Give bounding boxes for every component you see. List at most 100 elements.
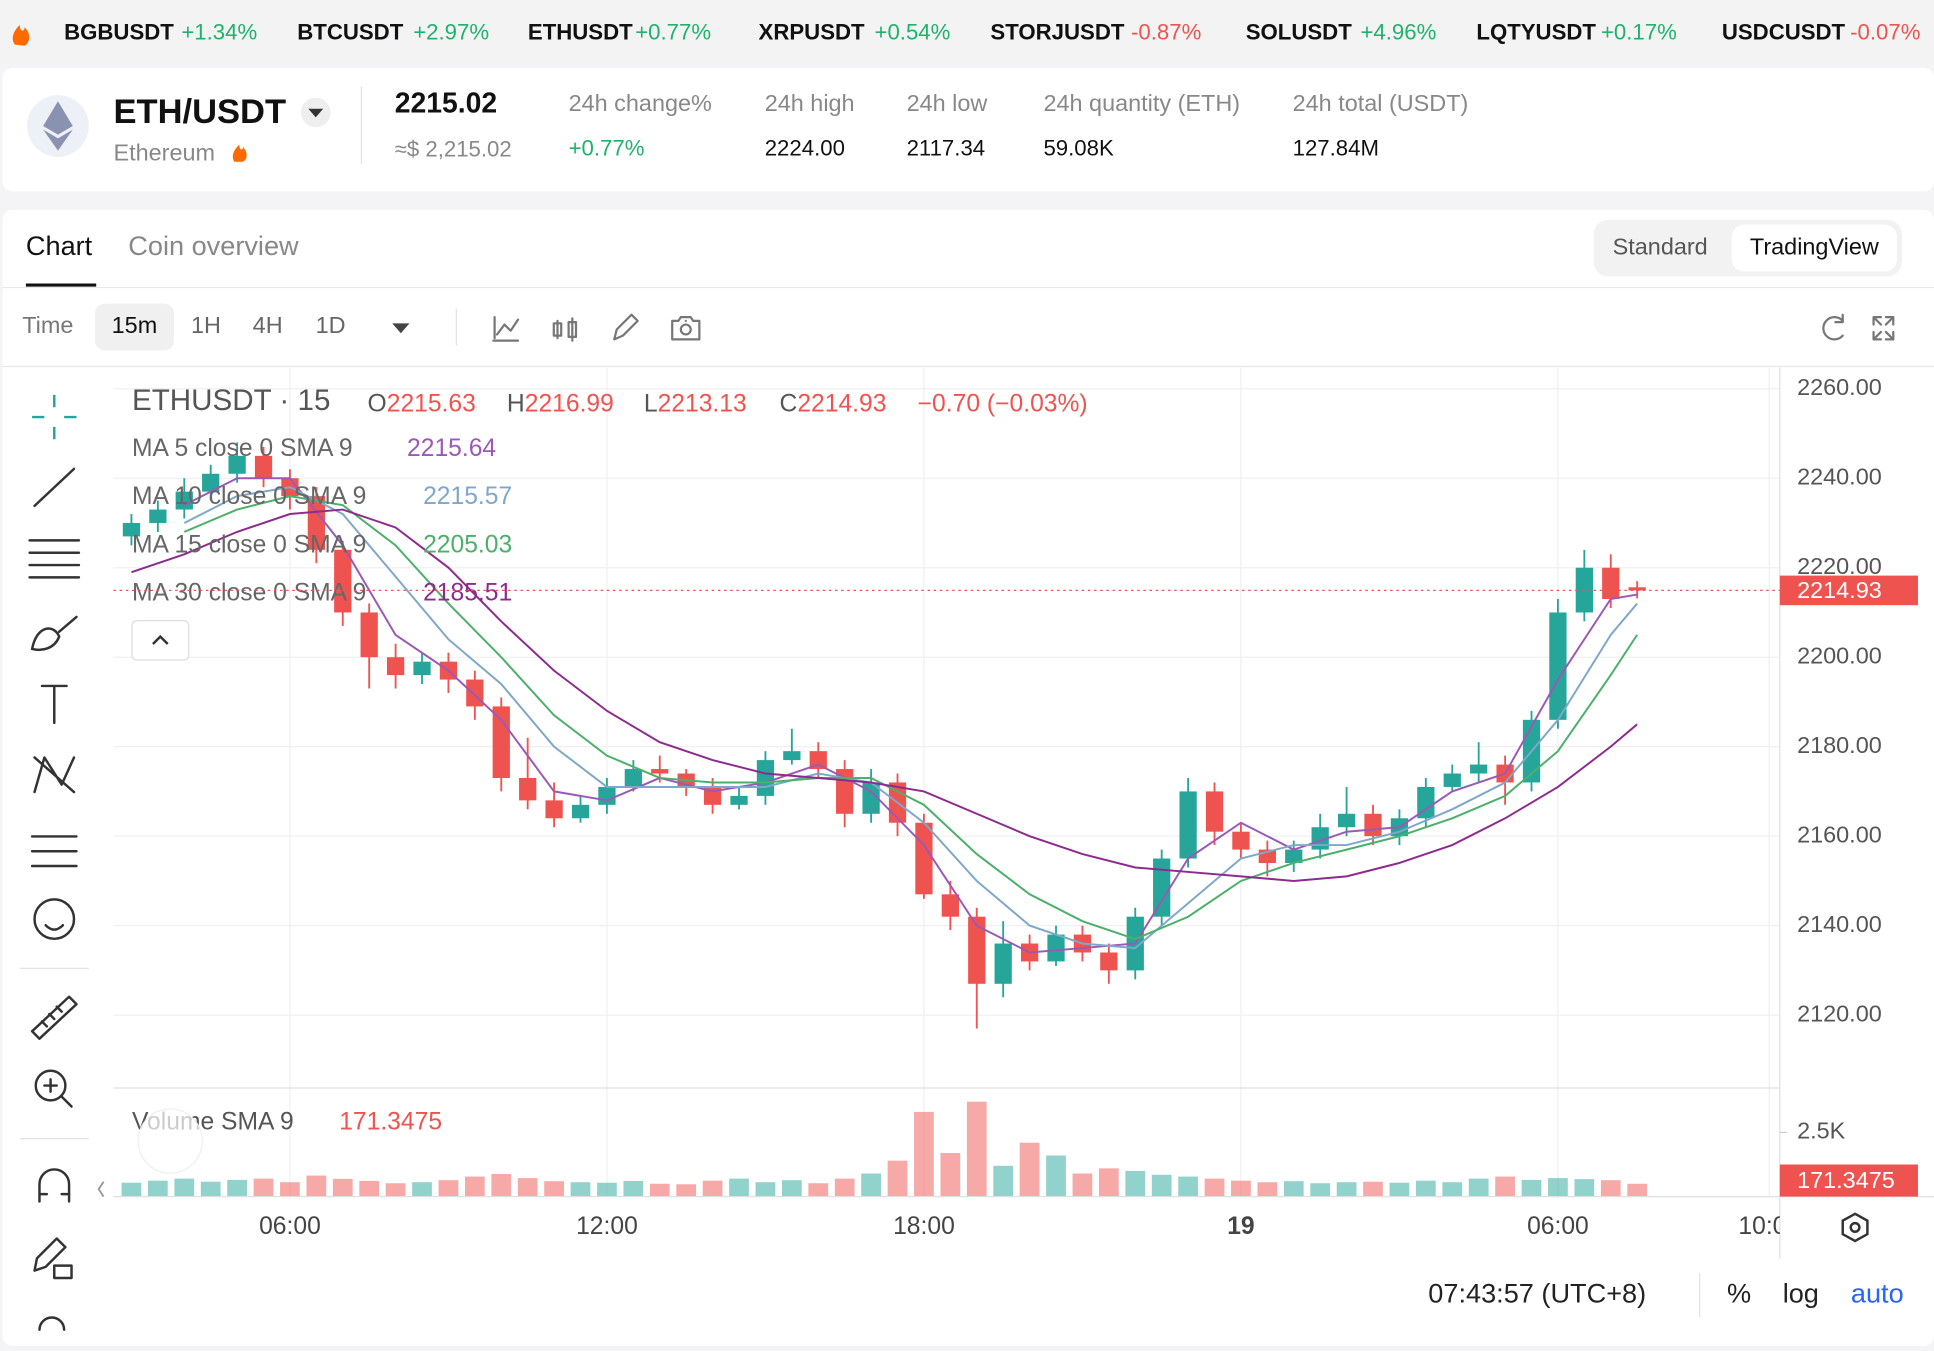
interval-more[interactable] <box>392 323 410 334</box>
pattern-tool[interactable] <box>33 756 76 794</box>
zoom-tool[interactable] <box>34 1069 67 1102</box>
header-card <box>2 68 1934 192</box>
interval[interactable]: 1H <box>191 312 221 338</box>
drawing-toolbar <box>19 394 105 1332</box>
collapse-legend[interactable] <box>131 619 190 661</box>
tv-logo <box>137 1108 203 1174</box>
volume-bars <box>121 1101 1648 1197</box>
volume-bar <box>1151 1174 1172 1197</box>
y-tick-label: 2120.00 <box>1797 1000 1882 1026</box>
percent-toggle[interactable]: % <box>1727 1277 1751 1308</box>
candle-body <box>1311 827 1329 850</box>
candle-body <box>466 679 484 707</box>
text-tool[interactable] <box>40 684 68 725</box>
volume-bar <box>1204 1178 1225 1197</box>
candle-body <box>1364 813 1382 837</box>
ruler-tool[interactable] <box>30 995 78 1040</box>
candle-body <box>492 706 510 778</box>
volume-bar <box>280 1182 300 1197</box>
interval[interactable]: 4H <box>253 312 283 338</box>
tab[interactable]: Chart <box>26 230 93 261</box>
candle-body <box>624 769 642 787</box>
stat-value: +0.77% <box>569 135 645 160</box>
volume-bar <box>306 1175 327 1197</box>
magnet-tool[interactable] <box>38 1168 71 1203</box>
candle-body <box>571 804 590 819</box>
volume-bar <box>1310 1183 1331 1197</box>
ma-line <box>183 486 1638 950</box>
volume-bar <box>649 1183 670 1197</box>
ticker-change: +1.34% <box>181 19 257 44</box>
ticker-change: -0.07% <box>1850 19 1920 44</box>
emoji-tool[interactable] <box>33 898 76 941</box>
x-tick-label: 06:00 <box>259 1213 321 1240</box>
auto-toggle[interactable]: auto <box>1851 1277 1904 1308</box>
last-price-tag <box>1779 575 1918 606</box>
y-tick-label: 2220.00 <box>1797 553 1882 579</box>
log-toggle[interactable]: log <box>1783 1277 1819 1308</box>
volume-bar <box>702 1180 723 1197</box>
ma-line <box>131 508 1638 882</box>
candle-body <box>386 657 405 676</box>
change: −0.70 (−0.03%) <box>918 390 1088 417</box>
candle-body <box>994 943 1012 984</box>
clock: 07:43:57 (UTC+8) <box>1428 1277 1646 1308</box>
x-tick-label: 10:00 <box>1738 1213 1800 1240</box>
volume-bar <box>385 1183 406 1197</box>
volume-bar <box>808 1183 829 1197</box>
trend-line-tool[interactable] <box>33 467 76 508</box>
x-tick-label: 06:00 <box>1527 1213 1589 1240</box>
candle-body <box>122 522 141 537</box>
volume-bar <box>1363 1181 1383 1197</box>
volume-bar <box>517 1178 538 1197</box>
brush-tool[interactable] <box>30 615 78 652</box>
tab[interactable]: Coin overview <box>128 230 299 261</box>
interval[interactable]: 15m <box>112 312 158 338</box>
fullscreen-icon[interactable] <box>1872 316 1895 341</box>
ma-name: MA 5 close 0 SMA 9 <box>132 435 353 462</box>
volume-bar <box>861 1173 881 1197</box>
lock-tool[interactable] <box>38 1316 66 1332</box>
ticker-symbol: USDCUSDT <box>1722 19 1846 44</box>
crosshair-tool[interactable] <box>32 394 77 440</box>
ticker-item: BTCUSDT +2.97% <box>297 19 489 44</box>
stat-value: 127.84M <box>1293 135 1379 160</box>
collapse-caret <box>152 634 169 645</box>
ma-legend: MA 10 close 0 SMA 9 2215.57 <box>132 483 512 510</box>
candle-body <box>651 769 669 774</box>
y-tick-label: 2140.00 <box>1797 911 1882 937</box>
volume-bar <box>729 1178 749 1197</box>
lock-draw-tool[interactable] <box>33 1237 73 1280</box>
chart-type-icon[interactable] <box>552 317 578 342</box>
legend: ETHUSDT · 15 O2215.63 H2216.99 L2213.13 … <box>131 384 1088 1174</box>
collapse-toolbar[interactable] <box>97 1181 105 1198</box>
reload-icon[interactable] <box>1822 313 1844 341</box>
candle-body <box>968 916 986 984</box>
volume-bar <box>1072 1173 1093 1197</box>
camera-icon[interactable] <box>671 316 701 341</box>
candle-body <box>1628 587 1646 591</box>
candle-body <box>598 786 616 805</box>
settings-icon[interactable] <box>1841 1212 1869 1243</box>
volume-bar <box>1046 1155 1066 1197</box>
mode[interactable]: TradingView <box>1750 233 1879 259</box>
ticker-item: BGBUSDT +1.34% <box>64 19 257 44</box>
prediction-tool[interactable] <box>30 835 78 868</box>
mode[interactable]: Standard <box>1613 233 1708 259</box>
interval[interactable]: 1D <box>316 312 346 338</box>
x-tick-label: 12:00 <box>576 1213 638 1240</box>
hot-icon <box>12 24 30 46</box>
volume-bar <box>1336 1182 1357 1197</box>
emoji-smile <box>44 924 65 931</box>
candle-body <box>1100 952 1118 971</box>
volume-bar <box>993 1165 1014 1197</box>
candle-body <box>175 491 193 510</box>
volume-bar <box>464 1176 485 1197</box>
stat-value: 59.08K <box>1043 135 1114 160</box>
ma-value: 2185.51 <box>423 579 512 606</box>
fib-tool[interactable] <box>28 539 81 579</box>
draw-icon[interactable] <box>613 313 639 341</box>
indicator-icon[interactable] <box>492 316 520 342</box>
